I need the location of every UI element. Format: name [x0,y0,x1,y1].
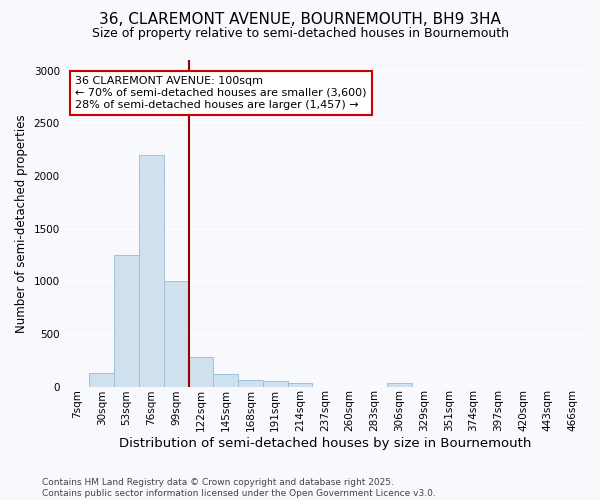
Bar [188,357,214,386]
Bar [387,384,412,386]
Text: Size of property relative to semi-detached houses in Bournemouth: Size of property relative to semi-detach… [91,28,509,40]
Bar [263,380,287,386]
Bar [139,155,164,386]
Bar [238,380,263,386]
Text: 36 CLAREMONT AVENUE: 100sqm
← 70% of semi-detached houses are smaller (3,600)
28: 36 CLAREMONT AVENUE: 100sqm ← 70% of sem… [75,76,367,110]
Bar [89,373,114,386]
Y-axis label: Number of semi-detached properties: Number of semi-detached properties [15,114,28,332]
Bar [287,384,313,386]
Bar [114,255,139,386]
X-axis label: Distribution of semi-detached houses by size in Bournemouth: Distribution of semi-detached houses by … [119,437,531,450]
Text: Contains HM Land Registry data © Crown copyright and database right 2025.
Contai: Contains HM Land Registry data © Crown c… [42,478,436,498]
Bar [164,281,188,386]
Text: 36, CLAREMONT AVENUE, BOURNEMOUTH, BH9 3HA: 36, CLAREMONT AVENUE, BOURNEMOUTH, BH9 3… [99,12,501,28]
Bar [214,374,238,386]
